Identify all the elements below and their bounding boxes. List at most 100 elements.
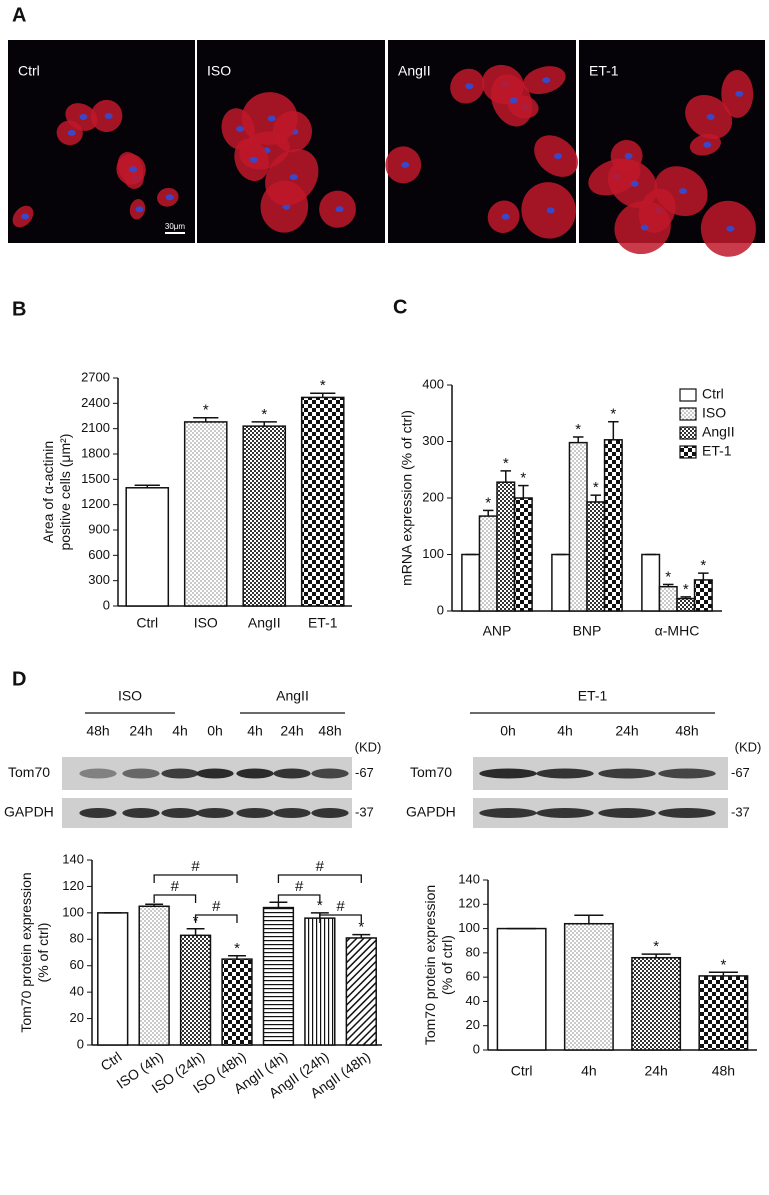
- y-tick-label: 1500: [81, 471, 110, 486]
- legend-swatch: [679, 407, 697, 421]
- x-tick-label: Ctrl: [511, 1063, 533, 1079]
- bracket-label: #: [295, 878, 304, 895]
- y-tick-label: 20: [466, 1017, 480, 1032]
- y-tick-label: 200: [422, 489, 444, 504]
- kd-label: (KD): [735, 739, 762, 754]
- nucleus: [465, 83, 474, 90]
- bar: [97, 912, 129, 1046]
- bar: [698, 975, 749, 1051]
- panel-label: A: [12, 4, 26, 26]
- bar: [586, 501, 606, 612]
- bar: [676, 597, 696, 612]
- nucleus: [706, 113, 715, 120]
- nucleus: [509, 97, 518, 104]
- lane-label: 4h: [557, 723, 573, 739]
- nucleus: [726, 225, 735, 232]
- error-bar: [708, 971, 738, 976]
- bar: [513, 497, 533, 612]
- x-tick-label: ISO: [194, 615, 218, 631]
- bracket: [153, 894, 197, 903]
- error-bar: [193, 416, 219, 422]
- legend-label: AngII: [702, 424, 735, 440]
- y-tick-label: 400: [422, 376, 444, 391]
- bracket: [319, 914, 362, 923]
- band: [122, 768, 160, 779]
- nucleus: [678, 188, 687, 195]
- lane-label: 24h: [615, 723, 638, 739]
- kd-marker: -67: [355, 765, 374, 780]
- bar: [138, 905, 170, 1046]
- error-bar: [680, 596, 692, 599]
- nucleus: [542, 77, 551, 84]
- y-tick-label: 0: [103, 597, 110, 612]
- y-axis-label: Tom70 protein expression: [422, 885, 438, 1045]
- bracket-label: #: [336, 898, 345, 915]
- band: [161, 808, 199, 818]
- nucleus: [703, 141, 712, 148]
- error-bar: [251, 421, 277, 427]
- x-tick-label: 48h: [712, 1063, 735, 1079]
- y-tick-label: 300: [88, 572, 110, 587]
- bar: [478, 515, 498, 612]
- y-tick-label: 80: [70, 931, 84, 946]
- band: [311, 808, 349, 818]
- lane-label: 0h: [207, 723, 223, 739]
- y-tick-label: 0: [473, 1041, 480, 1056]
- band: [273, 808, 311, 818]
- nucleus: [289, 174, 298, 181]
- bar: [262, 906, 295, 1046]
- lane-label: 48h: [318, 723, 341, 739]
- y-tick-label: 0: [77, 1036, 84, 1051]
- panel-label: D: [12, 668, 26, 690]
- x-tick-label: ET-1: [308, 615, 338, 631]
- y-axis-label: positive cells (μm²): [57, 434, 73, 551]
- lane-label: 24h: [280, 723, 303, 739]
- y-tick-label: 300: [422, 433, 444, 448]
- error-bar: [518, 484, 529, 498]
- y-tick-label: 60: [70, 957, 84, 972]
- band: [536, 808, 594, 818]
- bar: [300, 396, 345, 607]
- micrograph-label: ET-1: [589, 63, 619, 79]
- nucleus: [640, 224, 649, 231]
- x-tick-label: 4h: [581, 1063, 597, 1079]
- row-label: GAPDH: [4, 804, 54, 820]
- nucleus: [554, 153, 563, 160]
- nucleus: [21, 213, 30, 220]
- bar: [568, 441, 588, 612]
- bar: [641, 553, 661, 612]
- y-tick-label: 120: [458, 896, 480, 911]
- error-bar: [269, 901, 288, 908]
- micrograph: [8, 40, 195, 243]
- lane-label: 4h: [247, 723, 263, 739]
- significance: *: [234, 940, 240, 957]
- legend-label: Ctrl: [702, 386, 724, 402]
- nucleus: [135, 206, 144, 213]
- error-bar: [352, 933, 371, 938]
- error-bar: [228, 955, 246, 960]
- significance: *: [320, 377, 326, 394]
- bar: [563, 922, 614, 1051]
- y-tick-label: 1200: [81, 496, 110, 511]
- bar: [693, 579, 713, 612]
- x-tick-label: Ctrl: [136, 615, 158, 631]
- error-bar: [145, 903, 164, 907]
- error-bar: [608, 420, 619, 440]
- bar: [221, 958, 253, 1046]
- x-tick-label: Ctrl: [98, 1048, 125, 1074]
- row-label: GAPDH: [406, 804, 456, 820]
- significance: *: [720, 956, 726, 973]
- significance: *: [683, 581, 689, 598]
- lane-label: 48h: [675, 723, 698, 739]
- y-tick-label: 140: [458, 871, 480, 886]
- significance: *: [610, 406, 616, 423]
- significance: *: [665, 568, 671, 585]
- y-tick-label: 2100: [81, 420, 110, 435]
- y-tick-label: 1800: [81, 445, 110, 460]
- significance: *: [358, 919, 364, 936]
- significance: *: [653, 938, 659, 955]
- band: [598, 808, 656, 818]
- panel-label: C: [393, 296, 407, 318]
- error-bar: [310, 392, 336, 398]
- nucleus: [630, 180, 639, 187]
